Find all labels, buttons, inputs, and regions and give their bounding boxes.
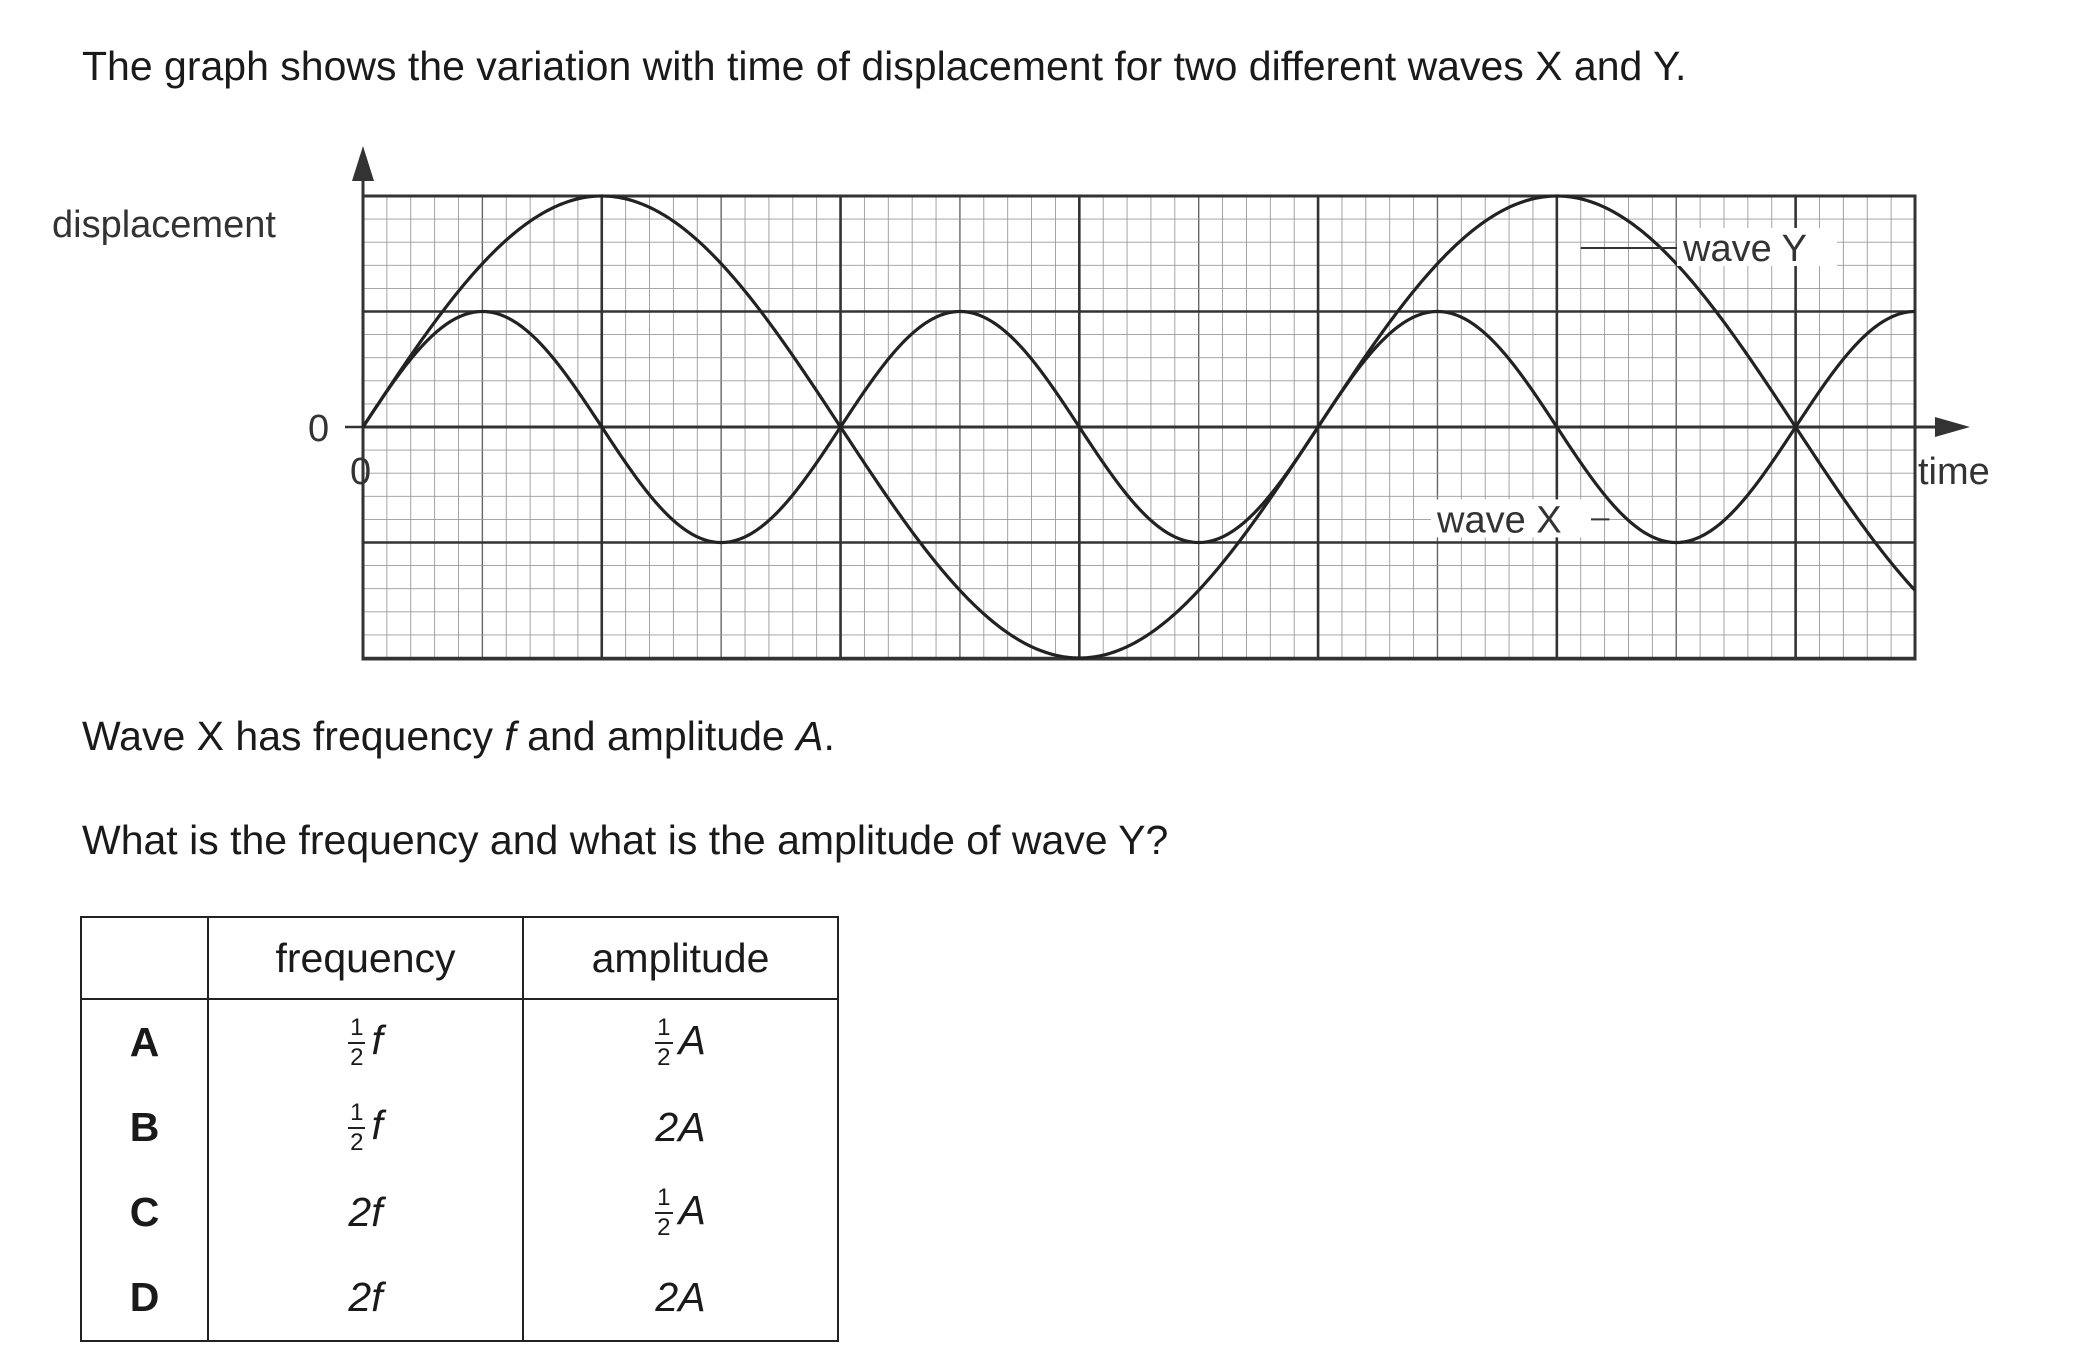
fraction-denominator: 2 xyxy=(657,1213,671,1241)
option-letter: B xyxy=(80,1085,209,1170)
wave-curves xyxy=(361,194,1917,660)
question-ask: What is the frequency and what is the am… xyxy=(82,817,1169,863)
amplitude-cell: 2A xyxy=(522,1085,839,1170)
question-statement: The graph shows the variation with time … xyxy=(82,43,1687,89)
fraction-denominator: 2 xyxy=(657,1043,671,1071)
wave-y-label-background xyxy=(1677,227,1837,266)
y-origin-label: 0 xyxy=(308,408,329,450)
options-header-row: frequency amplitude xyxy=(80,916,839,1000)
option-row-b[interactable]: B 1 2 f 2A xyxy=(80,1085,839,1170)
y-axis-arrowhead xyxy=(352,146,374,181)
frequency-symbol: f xyxy=(371,1016,383,1063)
option-row-c[interactable]: C 2f 1 2 A xyxy=(80,1170,839,1255)
fraction-numerator: 1 xyxy=(655,1185,673,1214)
wave-x-label-background xyxy=(1431,499,1591,538)
amplitude-value: 2A xyxy=(655,1274,706,1320)
option-letter: C xyxy=(80,1170,209,1255)
x-axis-label: time xyxy=(1918,451,1990,493)
given-statement: Wave X has frequency f and amplitude A. xyxy=(82,716,835,757)
frequency-cell: 2f xyxy=(207,1170,524,1255)
options-body: A 1 2 f 1 2 A B 1 2 f 2A C 2f 1 2 A D 2f 2A xyxy=(80,999,839,1342)
given-amplitude-symbol: A xyxy=(796,713,824,759)
x-origin-label: 0 xyxy=(350,451,371,493)
header-amplitude: amplitude xyxy=(522,916,839,1000)
header-frequency: frequency xyxy=(207,916,524,1000)
given-text-1: Wave X has frequency xyxy=(82,713,505,759)
amplitude-symbol: A xyxy=(678,1186,706,1233)
given-text-2: and amplitude xyxy=(515,713,797,759)
given-frequency-symbol: f xyxy=(504,713,516,759)
fraction-numerator: 1 xyxy=(655,1015,673,1044)
frequency-symbol: f xyxy=(371,1101,383,1148)
wave-y-curve xyxy=(361,194,1917,660)
amplitude-value: 2A xyxy=(655,1104,706,1150)
fraction-denominator: 2 xyxy=(350,1128,364,1156)
amplitude-symbol: A xyxy=(678,1016,706,1063)
displacement-time-graph: wave Y wave X displacement time 0 0 xyxy=(52,146,1990,661)
given-text-3: . xyxy=(823,713,835,759)
frequency-value: 2f xyxy=(348,1189,383,1235)
fraction-denominator: 2 xyxy=(350,1043,364,1071)
x-axis-arrowhead xyxy=(1935,417,1970,437)
amplitude-cell: 2A xyxy=(522,1255,839,1342)
fraction-numerator: 1 xyxy=(348,1015,366,1044)
option-letter: A xyxy=(80,999,209,1085)
y-axis-label: displacement xyxy=(52,204,276,246)
wave-x-curve xyxy=(361,309,1916,545)
frequency-cell: 2f xyxy=(207,1255,524,1342)
option-row-d[interactable]: D 2f 2A xyxy=(80,1255,839,1342)
option-letter: D xyxy=(80,1255,209,1342)
fraction-numerator: 1 xyxy=(348,1100,366,1129)
wave-y-label: wave Y xyxy=(1682,228,1807,270)
wave-x-label: wave X xyxy=(1436,499,1562,541)
header-blank xyxy=(80,916,209,1000)
answer-options-table: frequency amplitude A 1 2 f 1 2 A B 1 2 f 2A C 2f 1 2 A D… xyxy=(80,916,839,1342)
frequency-value: 2f xyxy=(348,1274,383,1320)
